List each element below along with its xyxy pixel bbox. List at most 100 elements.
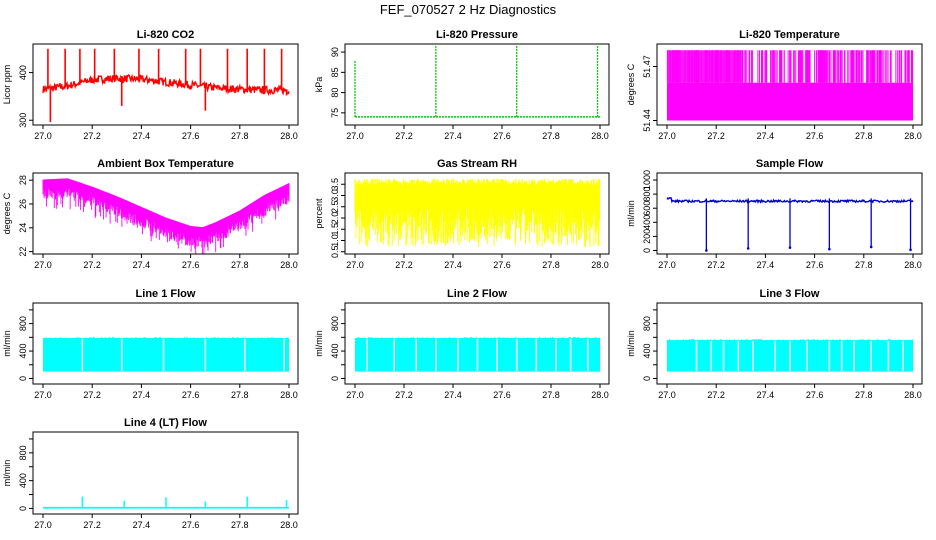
x-tick-label: 27.4 <box>757 131 775 141</box>
x-tick-label: 28.0 <box>591 390 609 400</box>
y-tick-label: 400 <box>18 473 28 488</box>
y-tick-label: 24 <box>18 223 28 233</box>
y-tick-label: 3.5 <box>330 178 340 191</box>
x-tick-label: 27.2 <box>395 131 413 141</box>
x-tick-label: 27.0 <box>658 260 676 270</box>
panel-7: Line 1 Flow ml/min 0 400 800 27.0 27.2 27.4 27.6… <box>2 288 299 400</box>
x-tick-label: 27.6 <box>182 131 200 141</box>
x-tick-label: 28.0 <box>904 390 922 400</box>
series-line <box>355 336 600 372</box>
x-tick-label: 27.2 <box>83 390 101 400</box>
x-tick-label: 27.4 <box>133 131 151 141</box>
x-tick-label: 27.2 <box>395 260 413 270</box>
y-tick-label: 400 <box>18 344 28 359</box>
x-tick-label: 27.8 <box>231 260 249 270</box>
x-tick-label: 27.4 <box>133 260 151 270</box>
x-tick-label: 28.0 <box>904 131 922 141</box>
x-tick-label: 27.6 <box>493 260 511 270</box>
x-tick-label: 27.6 <box>806 131 824 141</box>
series-line <box>354 178 600 248</box>
series-line <box>42 178 290 254</box>
x-tick-label: 27.4 <box>133 390 151 400</box>
panel-title: Sample Flow <box>756 158 824 170</box>
panel-5: Gas Stream RH percent 0.51.01.52.02.53.03.… <box>314 158 610 270</box>
y-tick-label: 3.0 <box>330 189 340 202</box>
panel-title: Line 1 Flow <box>136 288 196 300</box>
panel-4: Ambient Box Temperature degrees C 22 24 26 28… <box>2 158 299 270</box>
y-axis-label: degrees C <box>2 192 12 234</box>
y-axis-label: ml/min <box>626 200 636 227</box>
x-tick-label: 27.8 <box>542 131 560 141</box>
y-axis-label: degrees C <box>626 63 636 105</box>
x-tick-label: 27.6 <box>182 390 200 400</box>
x-tick-label: 27.8 <box>231 390 249 400</box>
y-tick-label: 400 <box>18 65 28 80</box>
y-axis-label: ml/min <box>626 330 636 357</box>
plot-frame <box>344 43 610 126</box>
panel-10: Line 4 (LT) Flow ml/min 0 400 800 27.0 27.2 27.… <box>2 417 299 530</box>
x-tick-label: 27.0 <box>658 131 676 141</box>
panel-3: Li-820 Temperature degrees C 51.44 51.47 27.… <box>626 29 923 141</box>
plot-frame <box>344 302 610 385</box>
y-tick-label: 800 <box>330 316 340 331</box>
y-tick-label: 1.5 <box>330 223 340 236</box>
panel-title: Li-820 CO2 <box>137 29 194 41</box>
y-tick-label: 2.0 <box>330 212 340 225</box>
y-axis-label: ml/min <box>2 460 12 487</box>
y-tick-label: 0 <box>642 376 652 381</box>
y-tick-label: 26 <box>18 199 28 209</box>
x-tick-label: 27.6 <box>182 520 200 530</box>
x-tick-label: 27.0 <box>34 520 52 530</box>
y-tick-label: 800 <box>18 316 28 331</box>
x-tick-label: 28.0 <box>280 260 298 270</box>
y-tick-label: 28 <box>18 175 28 185</box>
x-tick-label: 27.0 <box>34 390 52 400</box>
x-tick-label: 27.2 <box>83 260 101 270</box>
x-tick-label: 27.8 <box>542 260 560 270</box>
y-axis-label: percent <box>314 198 324 229</box>
panel-title: Li-820 Temperature <box>739 29 840 41</box>
x-tick-label: 28.0 <box>280 131 298 141</box>
y-tick-label: 85 <box>330 67 340 77</box>
x-tick-label: 27.4 <box>444 390 462 400</box>
x-tick-label: 27.8 <box>542 390 560 400</box>
x-tick-label: 28.0 <box>280 520 298 530</box>
y-tick-label: 400 <box>330 344 340 359</box>
x-tick-label: 27.0 <box>34 131 52 141</box>
x-tick-label: 28.0 <box>280 390 298 400</box>
panel-title: Li-820 Pressure <box>436 29 518 41</box>
y-tick-label: 1000 <box>642 170 652 190</box>
plot-frame <box>344 172 610 255</box>
x-tick-label: 27.2 <box>707 390 725 400</box>
x-tick-label: 27.6 <box>493 390 511 400</box>
x-tick-label: 27.4 <box>757 260 775 270</box>
x-tick-label: 27.8 <box>855 390 873 400</box>
panel-title: Line 4 (LT) Flow <box>124 417 207 429</box>
figure-title: FEF_070527 2 Hz Diagnostics <box>380 2 557 17</box>
x-tick-label: 27.0 <box>346 390 364 400</box>
y-tick-label: 0.5 <box>330 245 340 258</box>
y-tick-label: 300 <box>18 113 28 128</box>
y-tick-label: 0 <box>18 376 28 381</box>
x-tick-label: 27.2 <box>707 260 725 270</box>
y-tick-label: 80 <box>330 88 340 98</box>
x-tick-label: 27.4 <box>444 260 462 270</box>
series-line <box>666 339 914 372</box>
y-tick-label: 75 <box>330 108 340 118</box>
x-tick-label: 28.0 <box>591 131 609 141</box>
x-tick-label: 27.0 <box>346 260 364 270</box>
x-tick-label: 27.2 <box>83 520 101 530</box>
x-tick-label: 27.8 <box>231 520 249 530</box>
x-tick-label: 27.6 <box>182 260 200 270</box>
plot-frame <box>656 302 923 385</box>
plot-frame <box>32 43 299 126</box>
x-tick-label: 27.4 <box>133 520 151 530</box>
series-line <box>43 496 289 509</box>
plot-frame <box>656 172 923 255</box>
y-tick-label: 0 <box>18 506 28 511</box>
series-line <box>666 50 914 121</box>
panel-9: Line 3 Flow ml/min 0 400 800 27.0 27.2 27.4 27.6… <box>626 288 923 400</box>
x-tick-label: 28.0 <box>591 260 609 270</box>
